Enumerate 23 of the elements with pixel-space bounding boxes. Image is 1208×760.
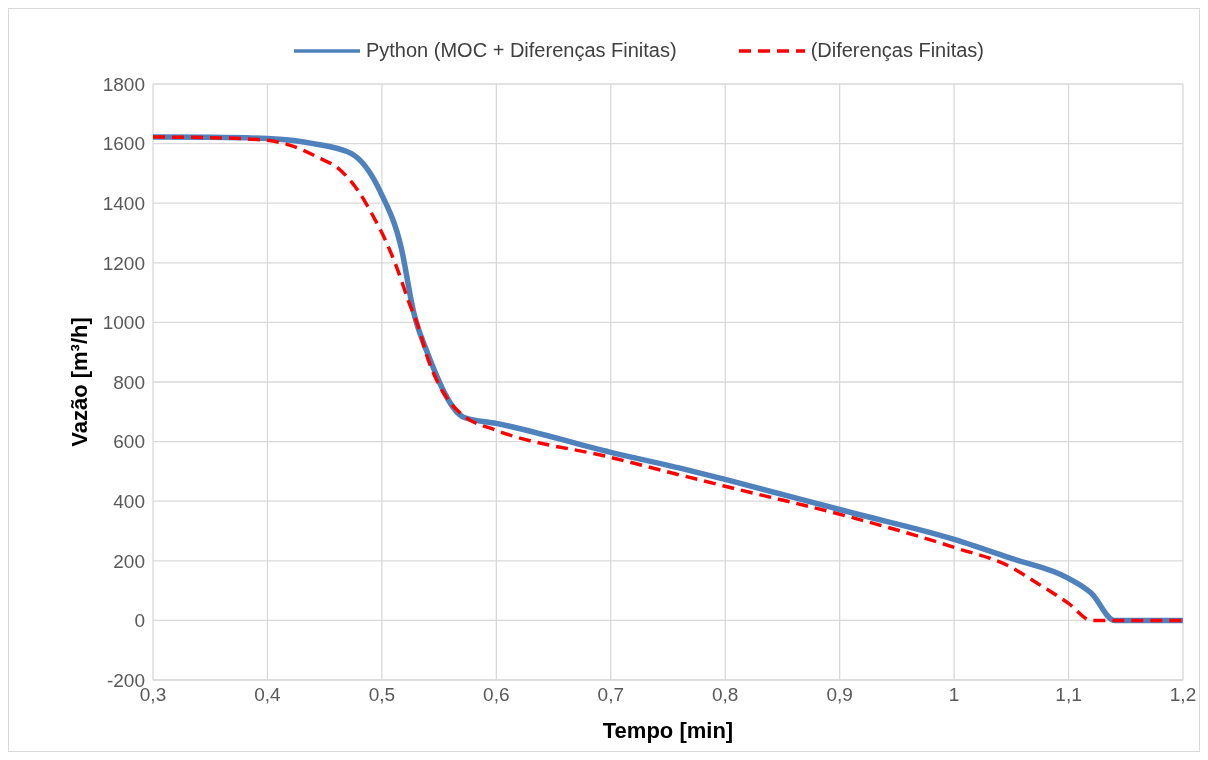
y-tick-label: 0 — [134, 610, 145, 632]
y-tick-label: 600 — [113, 431, 145, 453]
y-tick-label: 800 — [113, 371, 145, 393]
y-tick-label: 1800 — [102, 73, 145, 95]
x-tick-label: 1,1 — [1055, 684, 1082, 706]
x-tick-label: 0,6 — [483, 684, 510, 706]
y-tick-label: 1000 — [102, 312, 145, 334]
x-tick-label: 1,2 — [1169, 684, 1197, 706]
x-tick-label: 0,4 — [254, 684, 282, 706]
y-tick-label: 200 — [113, 550, 145, 572]
y-tick-label: 1400 — [102, 192, 145, 214]
x-axis-title: Tempo [min] — [602, 717, 734, 743]
legend-label: Python (MOC + Diferenças Finitas) — [365, 39, 677, 62]
y-tick-label: 1600 — [102, 133, 145, 155]
legend-label: (Diferenças Finitas) — [810, 39, 985, 62]
y-tick-label: 1200 — [102, 252, 145, 274]
y-axis-title: Vazão [m³/h] — [66, 317, 92, 447]
y-tick-label: 400 — [113, 490, 145, 512]
x-tick-label: 0,9 — [826, 684, 853, 706]
x-tick-label: 0,7 — [597, 684, 624, 706]
x-tick-label: 1 — [948, 684, 960, 706]
x-tick-label: 0,8 — [712, 684, 739, 706]
x-tick-label: 0,5 — [368, 684, 396, 706]
